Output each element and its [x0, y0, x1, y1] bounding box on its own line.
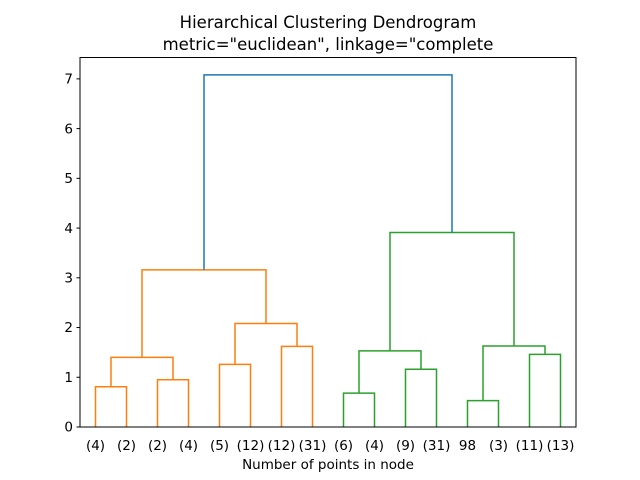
x-axis-label: Number of points in node: [242, 457, 414, 473]
dendrogram-link: [280, 345, 314, 427]
dendrogram-link: [342, 392, 376, 427]
leaf-label: (31): [423, 438, 451, 454]
chart-title: Hierarchical Clustering Dendrogram: [179, 13, 477, 32]
leaf-label: (5): [210, 438, 229, 454]
leaf-label: (4): [86, 438, 105, 454]
dendrogram-link: [466, 399, 500, 427]
dendrogram-link: [528, 353, 562, 427]
dendrogram-link: [404, 368, 438, 427]
axes-box: [79, 57, 577, 428]
leaf-label: (31): [299, 438, 327, 454]
leaf-label: (3): [489, 438, 508, 454]
leaf-label: 98: [459, 438, 476, 454]
dendrogram-link: [110, 356, 174, 387]
leaf-label: (12): [237, 438, 265, 454]
dendrogram-link: [218, 363, 252, 427]
dendrogram-link: [234, 322, 298, 365]
leaf-label: (6): [334, 438, 353, 454]
dendrogram-link: [389, 231, 515, 351]
y-tick-label: 4: [64, 221, 73, 237]
leaf-label: (12): [268, 438, 296, 454]
y-tick-label: 2: [64, 320, 73, 336]
y-tick-label: 5: [64, 171, 73, 187]
chart-title-block: Hierarchical Clustering Dendrogram metri…: [8, 12, 640, 56]
dendrogram-link: [482, 345, 546, 401]
leaf-label: (11): [516, 438, 544, 454]
dendrogram-link: [94, 385, 128, 427]
y-tick-label: 1: [64, 370, 73, 386]
y-tick-label: 0: [64, 420, 73, 436]
y-tick-label: 7: [64, 72, 73, 88]
chart-subtitle: metric="euclidean", linkage="complete: [162, 35, 494, 54]
dendrogram-link: [358, 350, 422, 394]
leaf-label: (2): [117, 438, 136, 454]
leaf-label: (4): [365, 438, 384, 454]
dendrogram-link: [141, 269, 267, 358]
dendrogram-link: [156, 379, 190, 427]
dendrogram-link: [203, 74, 453, 270]
leaf-label: (2): [148, 438, 167, 454]
leaf-label: (4): [179, 438, 198, 454]
leaf-label: (9): [396, 438, 415, 454]
y-tick-label: 6: [64, 121, 73, 137]
y-tick-label: 3: [64, 271, 73, 287]
leaf-label: (13): [547, 438, 575, 454]
